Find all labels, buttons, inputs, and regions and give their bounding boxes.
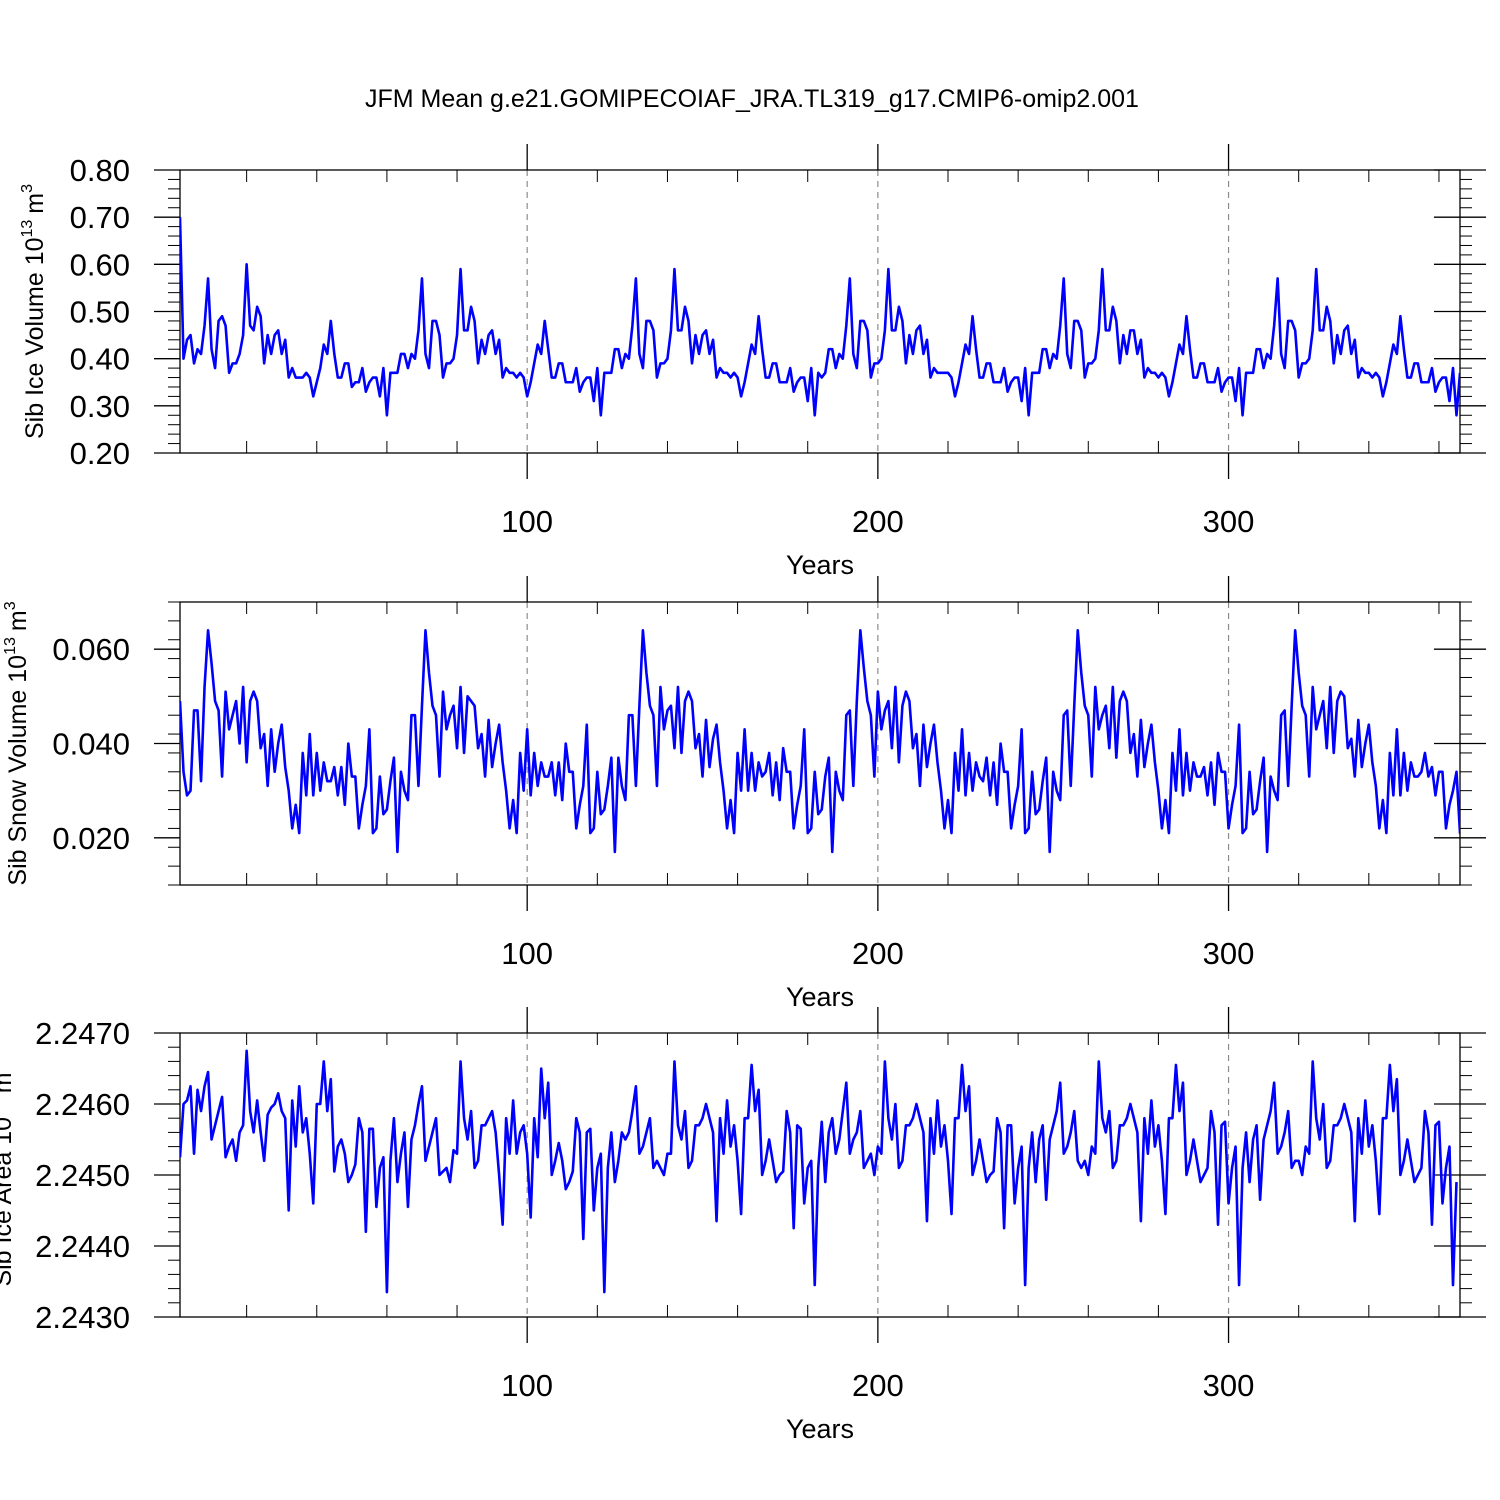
y-axis-label: Sib Ice Volume 1013 m3 bbox=[19, 184, 49, 439]
x-axis-label: Years bbox=[786, 550, 854, 580]
y-axis-label-text: Sib Ice Area 10 bbox=[0, 1117, 17, 1287]
x-tick-label: 100 bbox=[501, 1368, 553, 1403]
y-axis-label: Sib Ice Area 1013 m2 bbox=[0, 1063, 17, 1286]
x-tick-label: 300 bbox=[1203, 1368, 1255, 1403]
y-tick-label: 0.40 bbox=[70, 342, 130, 377]
x-axis-label: Years bbox=[786, 1414, 854, 1444]
x-tick-label: 100 bbox=[501, 936, 553, 971]
series-line bbox=[180, 628, 1460, 854]
y-tick-label: 2.2460 bbox=[35, 1087, 130, 1122]
x-tick-label: 200 bbox=[852, 1368, 904, 1403]
y-tick-label: 0.70 bbox=[70, 200, 130, 235]
y-tick-label: 2.2450 bbox=[35, 1158, 130, 1193]
x-tick-label: 100 bbox=[501, 504, 553, 539]
y-tick-label: 2.2470 bbox=[35, 1016, 130, 1051]
y-axis-label-unit-exponent: 3 bbox=[19, 184, 36, 193]
panel-sib-ice-area: 100 200 300 2.2430 2.2440 2.2450 2.2460 2.2470 Y… bbox=[0, 1007, 1486, 1444]
y-axis-label-unit-exponent: 3 bbox=[2, 601, 19, 610]
y-axis-label-exponent: 13 bbox=[19, 220, 36, 238]
y-tick-label: 0.50 bbox=[70, 295, 130, 330]
series-line bbox=[180, 1049, 1458, 1294]
y-axis-label-unit: m bbox=[0, 1072, 17, 1093]
y-tick-label: 0.060 bbox=[52, 632, 130, 667]
x-tick-label: 200 bbox=[852, 504, 904, 539]
y-tick-label: 0.30 bbox=[70, 389, 130, 424]
figure-title: JFM Mean g.e21.GOMIPECOIAF_JRA.TL319_g17… bbox=[365, 85, 1139, 113]
x-axis-label: Years bbox=[786, 982, 854, 1012]
x-tick-label: 300 bbox=[1203, 936, 1255, 971]
panel-sib-ice-volume: 100 200 300 0.20 0.30 0.40 0.50 0.60 0.70 0.80 Yea… bbox=[19, 144, 1486, 580]
y-axis-label-unit: m bbox=[4, 610, 32, 631]
series-line bbox=[180, 217, 1460, 417]
x-tick-label: 200 bbox=[852, 936, 904, 971]
y-tick-label: 0.80 bbox=[70, 153, 130, 188]
x-tick-label: 300 bbox=[1203, 504, 1255, 539]
y-axis-label-exponent: 13 bbox=[0, 1099, 4, 1117]
y-axis-label-unit-exponent: 2 bbox=[0, 1063, 4, 1072]
y-axis-label: Sib Snow Volume 1013 m3 bbox=[2, 601, 32, 885]
y-tick-label: 0.20 bbox=[70, 436, 130, 471]
y-axis-label-text: Sib Snow Volume 10 bbox=[4, 655, 32, 886]
y-axis-label-text: Sib Ice Volume 10 bbox=[21, 238, 49, 440]
panel-sib-snow-volume: 100 200 300 0.020 0.040 0.060 Years Sib Snow Vo… bbox=[2, 576, 1486, 1012]
y-tick-label: 0.020 bbox=[52, 821, 130, 856]
y-tick-label: 0.60 bbox=[70, 247, 130, 282]
y-tick-label: 2.2430 bbox=[35, 1300, 130, 1335]
y-axis-label-exponent: 13 bbox=[2, 637, 19, 655]
y-axis-label-unit: m bbox=[21, 193, 49, 214]
y-tick-label: 2.2440 bbox=[35, 1229, 130, 1264]
y-tick-label: 0.040 bbox=[52, 727, 130, 762]
